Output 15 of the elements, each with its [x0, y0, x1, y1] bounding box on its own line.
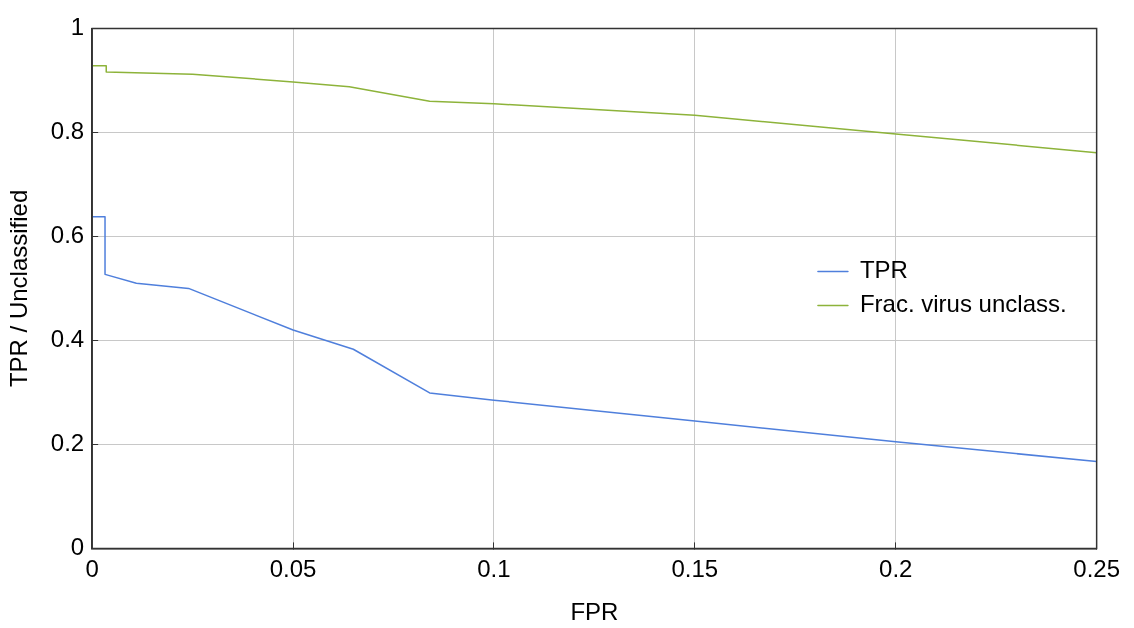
x-tick-label: 0.25: [1073, 555, 1120, 583]
legend-label: TPR: [859, 256, 908, 284]
x-tick-label: 0.1: [477, 555, 511, 583]
y-tick-label: 0: [70, 533, 85, 561]
y-tick-label: 1: [70, 13, 85, 41]
y-axis-title: TPR / Unclassified: [5, 189, 33, 388]
y-tick-label: 0.4: [50, 325, 85, 353]
y-tick-label: 0.2: [50, 429, 85, 457]
x-tick-label: 0.05: [269, 555, 317, 583]
y-tick-label: 0.6: [50, 221, 85, 249]
legend-label: Frac. virus unclass.: [859, 290, 1067, 318]
x-axis-title: FPR: [570, 598, 619, 626]
x-tick-label: 0.15: [671, 555, 719, 583]
y-tick-label: 0.8: [50, 117, 85, 145]
x-tick-label: 0.2: [879, 555, 913, 583]
